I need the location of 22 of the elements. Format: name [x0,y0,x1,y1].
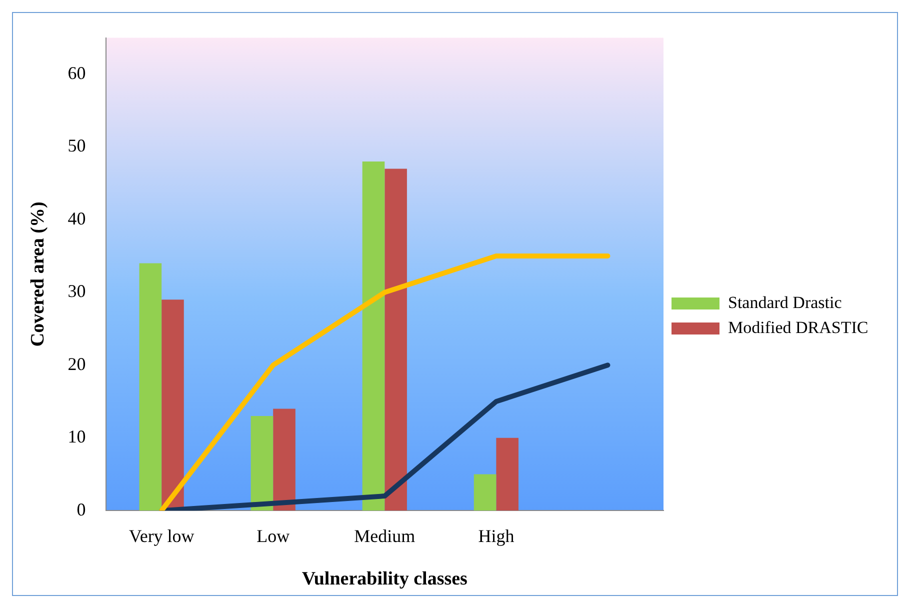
legend-label: Modified DRASTIC [728,318,868,337]
bar [384,168,407,511]
y-axis-title: Covered area (%) [27,202,48,347]
x-tick-label: Low [256,526,290,546]
y-tick-label: 60 [68,62,86,83]
bar [362,161,385,511]
bar [496,438,518,511]
bar [139,263,162,511]
bar [250,416,274,511]
legend-label: Standard Drastic [728,292,842,312]
x-axis-title: Vulnerability classes [302,568,468,590]
bar [273,408,296,511]
y-tick-label: 0 [76,499,86,520]
x-tick-label: Very low [128,526,194,546]
y-tick-label: 20 [68,354,86,374]
y-tick-label: 50 [68,136,86,156]
y-tick-label: 30 [68,281,86,302]
x-tick-label: Medium [354,526,416,546]
bar [474,474,496,511]
y-tick-label: 40 [68,208,86,228]
y-tick-label: 10 [68,426,86,447]
x-tick-label: High [478,526,514,546]
